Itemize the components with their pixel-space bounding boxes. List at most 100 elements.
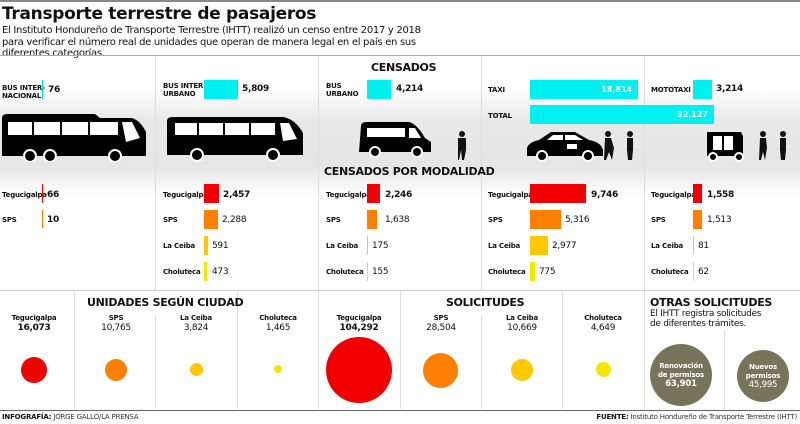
city-label: La Ceiba — [651, 242, 684, 250]
value-la-ceiba: 175 — [372, 241, 389, 251]
censados-heading: CENSADOS — [371, 61, 437, 74]
bus-interurbano-value: 5,809 — [242, 84, 269, 94]
bus-urbano-value: 4,214 — [396, 84, 423, 94]
solicitudes-heading: SOLICITUDES — [446, 296, 525, 309]
city-label: Tegucigalpa — [326, 191, 371, 199]
city-label: Tegucigalpa — [488, 191, 533, 199]
otras-heading: OTRAS SOLICITUDES — [650, 296, 773, 309]
solicitudes-tegucigalpa: Tegucigalpa 104,292 — [336, 314, 382, 333]
value-choluteca: 62 — [698, 267, 709, 277]
city-label: SPS — [163, 216, 178, 224]
value-la-ceiba: 81 — [698, 241, 709, 251]
taxi-value: 18,814 — [601, 85, 632, 94]
bar-la-ceiba — [693, 236, 694, 255]
column-divider — [562, 291, 563, 409]
footer-source: FUENTE: Instituto Hondureño de Transport… — [596, 413, 797, 421]
city-label: La Ceiba — [326, 242, 359, 250]
city-label: Tegucigalpa — [163, 191, 208, 199]
top-rule — [0, 0, 800, 2]
bar-sps — [204, 210, 218, 229]
value-sps: 1,638 — [385, 215, 410, 225]
solicitudes-la-ceiba: La Ceiba 10,669 — [505, 314, 539, 333]
bar-choluteca — [367, 262, 368, 281]
unidades-heading: UNIDADES SEGÚN CIUDAD — [87, 296, 244, 309]
bar-tegucigalpa — [693, 184, 702, 203]
city-label: SPS — [2, 216, 17, 224]
mototaxi-bar — [693, 80, 712, 99]
total-label: TOTAL — [488, 112, 512, 120]
circle-tegucigalpa — [326, 337, 392, 403]
bus-internacional-label: BUS INTER- NACIONAL — [2, 84, 45, 100]
pedestrians-icon — [759, 131, 786, 160]
circle-la-ceiba — [190, 363, 203, 376]
solicitudes-sps: SPS 28,504 — [426, 314, 456, 333]
header-divider — [0, 55, 800, 56]
bar-la-ceiba — [530, 236, 548, 255]
column-divider — [644, 56, 645, 290]
city-label: Choluteca — [326, 268, 364, 276]
otras-description: El IHTT registra solicitudes de diferente… — [650, 309, 762, 329]
column-divider — [481, 56, 482, 290]
nuevos-permisos-circle: Nuevos permisos 45,995 — [737, 350, 789, 402]
bar-choluteca — [204, 262, 207, 281]
bar-sps — [367, 210, 377, 229]
column-divider — [318, 56, 319, 290]
city-label: SPS — [651, 216, 666, 224]
value-tegucigalpa: 66 — [47, 190, 59, 200]
bar-choluteca — [530, 262, 535, 281]
bar-tegucigalpa — [530, 184, 586, 203]
taxi-label: TAXI — [488, 86, 505, 94]
bus-internacional-bar — [42, 80, 43, 99]
value-tegucigalpa: 2,246 — [385, 190, 412, 200]
column-divider — [237, 291, 238, 409]
section-divider — [0, 290, 800, 291]
circle-choluteca — [274, 365, 282, 373]
city-label: Tegucigalpa — [651, 191, 696, 199]
city-label: Choluteca — [163, 268, 201, 276]
value-tegucigalpa: 2,457 — [223, 190, 250, 200]
solicitudes-choluteca: Choluteca 4,649 — [584, 314, 622, 333]
footer-credit: INFOGRAFÍA: JORGE GALLO/LA PRENSA — [2, 413, 139, 421]
taxi-icon — [527, 132, 603, 162]
city-label: La Ceiba — [488, 242, 521, 250]
bar-sps — [530, 210, 561, 229]
city-label: Choluteca — [488, 268, 526, 276]
unidades-sps: SPS 10,765 — [101, 314, 131, 333]
mototaxi-icon — [707, 132, 744, 162]
pedestrians-icon — [604, 131, 633, 160]
footer-divider — [0, 410, 800, 411]
bus-interurbano-label: BUS INTER URBANO — [163, 82, 204, 98]
bus-interurbano-bar — [204, 80, 238, 99]
city-label: SPS — [488, 216, 503, 224]
total-bar: 32,127 — [530, 105, 714, 124]
value-la-ceiba: 591 — [212, 241, 229, 251]
circle-tegucigalpa — [21, 357, 47, 383]
page-title: Transporte terrestre de pasajeros — [2, 4, 317, 24]
bar-la-ceiba — [204, 236, 208, 255]
column-divider — [724, 330, 725, 409]
column-divider — [155, 56, 156, 290]
value-sps: 1,513 — [707, 215, 732, 225]
column-divider — [400, 291, 401, 409]
column-divider — [318, 291, 319, 409]
column-divider — [644, 291, 645, 409]
mototaxi-label: MOTOTAXI — [651, 86, 691, 94]
value-tegucigalpa: 9,746 — [591, 190, 618, 200]
circle-la-ceiba — [511, 359, 533, 381]
bus-interurbano-icon — [167, 117, 303, 162]
value-la-ceiba: 2,977 — [552, 241, 577, 251]
circle-sps — [105, 359, 127, 381]
person-icon — [458, 131, 466, 160]
bar-choluteca — [693, 262, 694, 281]
city-label: La Ceiba — [163, 242, 196, 250]
page-subtitle: El Instituto Hondureño de Transporte Ter… — [2, 25, 421, 59]
mototaxi-value: 3,214 — [716, 84, 743, 94]
circle-sps — [423, 353, 458, 388]
bus-internacional-value: 76 — [48, 85, 60, 95]
bar-tegucigalpa — [204, 184, 219, 203]
bar-la-ceiba — [367, 236, 368, 255]
bus-internacional-icon — [2, 114, 146, 162]
city-label: Tegucigalpa — [2, 191, 47, 199]
bar-tegucigalpa — [367, 184, 380, 203]
value-choluteca: 775 — [539, 267, 556, 277]
